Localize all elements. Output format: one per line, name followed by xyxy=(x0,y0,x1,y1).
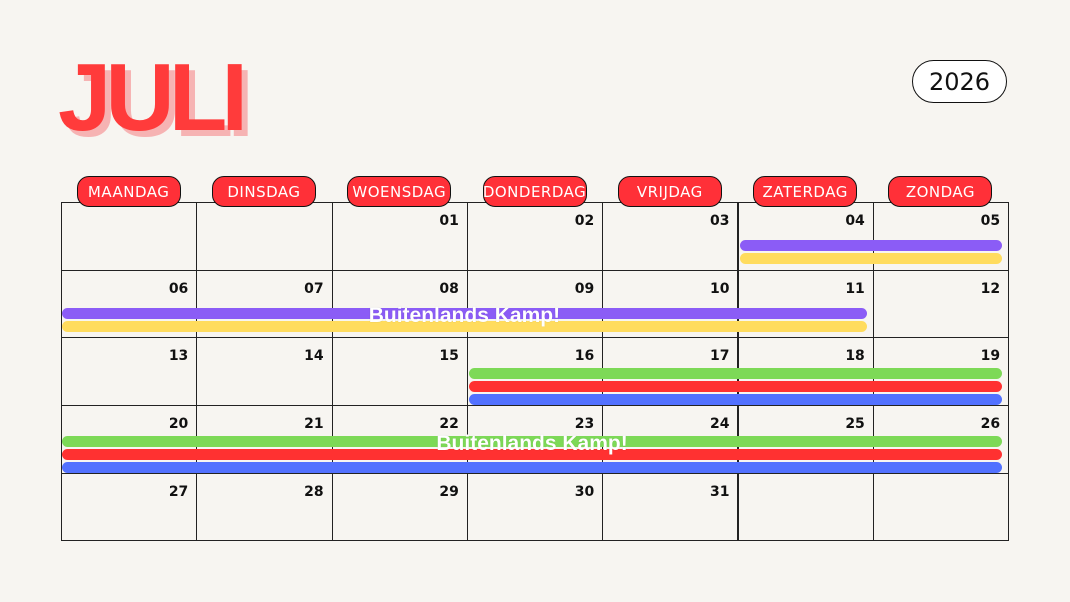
day-number: 28 xyxy=(304,483,324,500)
day-number: 06 xyxy=(168,280,189,297)
day-number: 23 xyxy=(574,416,595,433)
day-cell[interactable]: 03 xyxy=(602,202,739,271)
day-number: 14 xyxy=(304,348,324,365)
event-bar-blue[interactable] xyxy=(62,462,1003,474)
day-number: 18 xyxy=(845,348,865,365)
event-bar-purple[interactable] xyxy=(739,240,1003,251)
day-cell[interactable]: 28 xyxy=(196,472,333,542)
weekday-header-vrijdag: VRIJDAG xyxy=(617,176,722,207)
event-bar-red[interactable] xyxy=(468,381,1003,393)
day-number: 07 xyxy=(304,280,324,297)
day-number: 10 xyxy=(710,280,730,297)
day-cell[interactable] xyxy=(737,472,874,542)
day-number: 08 xyxy=(439,280,459,297)
day-cell[interactable]: 27 xyxy=(61,472,198,542)
day-cell[interactable]: 31 xyxy=(602,472,739,542)
day-number: 02 xyxy=(574,213,595,229)
day-cell[interactable]: 13 xyxy=(61,337,198,407)
day-cell[interactable]: 12 xyxy=(872,269,1010,339)
day-number: 27 xyxy=(168,483,189,500)
event-bar-blue[interactable] xyxy=(468,394,1003,406)
day-number: 09 xyxy=(574,280,595,297)
day-cell[interactable]: 30 xyxy=(466,472,604,542)
day-number: 05 xyxy=(980,213,1001,229)
day-number: 20 xyxy=(168,416,189,433)
year-badge: 2026 xyxy=(912,60,1007,103)
event-bar-purple[interactable] xyxy=(62,307,867,319)
day-cell[interactable] xyxy=(61,202,198,271)
event-bar-yellow[interactable] xyxy=(62,320,867,332)
day-number: 01 xyxy=(439,213,459,229)
event-label: Buitenlands Kamp! xyxy=(436,432,628,456)
day-number: 19 xyxy=(980,348,1001,365)
day-number: 26 xyxy=(980,416,1001,433)
weekday-header-maandag: MAANDAG xyxy=(76,176,181,207)
day-number: 29 xyxy=(439,483,459,500)
event-label: Buitenlands Kamp! xyxy=(368,303,561,327)
day-cell[interactable]: 29 xyxy=(331,472,468,542)
day-cell[interactable]: 02 xyxy=(466,202,604,271)
weekday-header-dinsdag: DINSDAG xyxy=(211,176,316,207)
weekday-header-zondag: ZONDAG xyxy=(888,176,993,207)
weekday-header-woensdag: WOENSDAG xyxy=(347,176,452,207)
day-number: 30 xyxy=(574,483,595,500)
day-number: 15 xyxy=(439,348,459,365)
day-number: 22 xyxy=(439,416,459,433)
day-number: 12 xyxy=(980,280,1001,297)
day-number: 03 xyxy=(710,213,730,229)
day-number: 25 xyxy=(845,416,865,433)
day-number: 04 xyxy=(845,213,865,229)
day-number: 13 xyxy=(168,348,189,365)
day-cell[interactable]: 01 xyxy=(331,202,468,271)
weekday-header-zaterdag: ZATERDAG xyxy=(753,176,858,207)
day-cell[interactable] xyxy=(872,472,1010,542)
day-number: 16 xyxy=(574,348,595,365)
day-number: 17 xyxy=(710,348,730,365)
day-cell[interactable]: 15 xyxy=(331,337,468,407)
day-number: 21 xyxy=(304,416,324,433)
weekday-header-donderdag: DONDERDAG xyxy=(482,176,587,207)
day-number: 11 xyxy=(845,280,865,297)
day-number: 31 xyxy=(710,483,730,500)
event-bar-yellow[interactable] xyxy=(739,253,1003,264)
event-bar-red[interactable] xyxy=(62,449,1003,461)
month-title: JULI xyxy=(58,44,248,151)
day-cell[interactable] xyxy=(196,202,333,271)
day-number: 24 xyxy=(710,416,730,433)
event-bar-green[interactable] xyxy=(62,436,1003,448)
event-bar-green[interactable] xyxy=(468,368,1003,380)
day-cell[interactable]: 14 xyxy=(196,337,333,407)
